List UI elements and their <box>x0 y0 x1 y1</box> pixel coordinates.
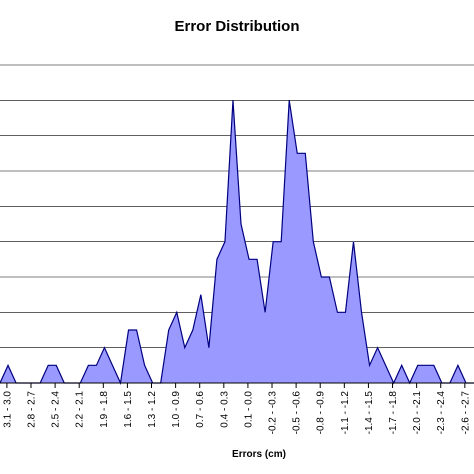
x-tick-label: -2.0 - -2.1 <box>412 391 423 435</box>
x-tick-label: 0.7 - 0.6 <box>195 391 206 428</box>
error-area-series <box>0 100 474 383</box>
x-tick-label: 2.8 - 2.7 <box>27 391 38 428</box>
x-tick-label: -0.2 - -0.3 <box>268 391 279 435</box>
x-tick-label: -1.1 - -1.2 <box>340 391 351 435</box>
x-tick-label: 0.1 - 0.0 <box>243 391 254 428</box>
x-tick-label: 1.9 - 1.8 <box>99 391 110 428</box>
x-tick-label: -0.5 - -0.6 <box>292 391 303 435</box>
x-tick-label: -2.3 - -2.4 <box>436 391 447 435</box>
x-tick-label: 1.6 - 1.5 <box>123 391 134 428</box>
x-tick-label: -2.6 - -2.7 <box>460 391 471 435</box>
x-tick-label: 2.2 - 2.1 <box>75 391 86 428</box>
x-tick-labels: 3.1 - 3.0 2.8 - 2.7 2.5 - 2.4 2.2 - 2.1 1.9 … <box>2 383 471 434</box>
x-tick-label: 1.3 - 1.2 <box>147 391 158 428</box>
x-tick-label: 3.1 - 3.0 <box>2 391 13 428</box>
x-tick-label: -1.7 - -1.8 <box>388 391 399 435</box>
x-tick-label: 2.5 - 2.4 <box>51 391 62 428</box>
x-tick-label: 1.0 - 0.9 <box>171 391 182 428</box>
x-axis-label: Errors (cm) <box>232 449 286 460</box>
chart-title: Error Distribution <box>174 18 299 35</box>
x-tick-label: -1.4 - -1.5 <box>364 391 375 435</box>
x-tick-label: 0.4 - 0.3 <box>219 391 230 428</box>
x-tick-label: -0.8 - -0.9 <box>316 391 327 435</box>
